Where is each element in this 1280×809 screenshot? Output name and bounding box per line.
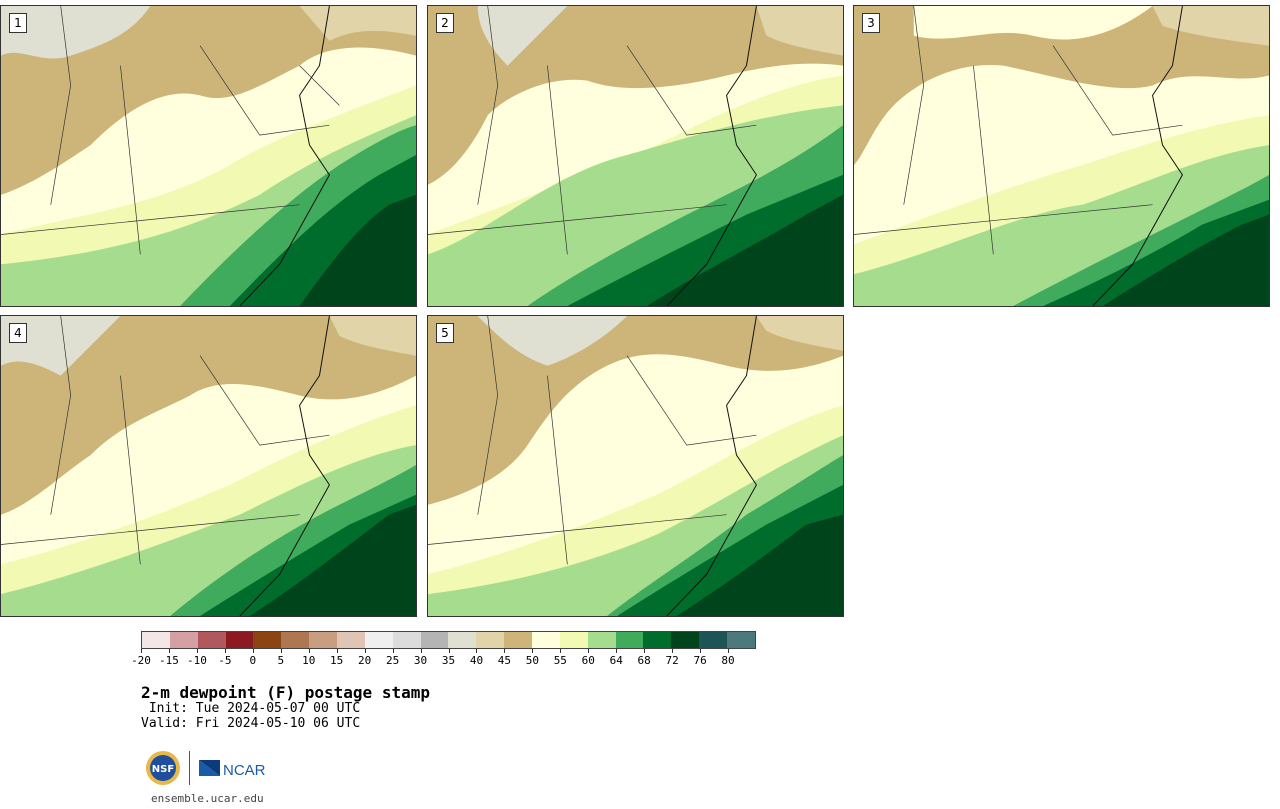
tick-label: 10	[302, 654, 316, 667]
chart-title: 2-m dewpoint (F) postage stamp	[141, 683, 430, 702]
tick-label: 25	[385, 654, 400, 667]
colorbar-swatch	[142, 632, 170, 648]
colorbar-swatch	[364, 632, 393, 648]
tick-label: 76	[693, 654, 707, 667]
panel-number: 4	[9, 323, 27, 343]
tick-label: 55	[553, 654, 567, 667]
colorbar-swatch	[337, 632, 365, 648]
tick-label: 80	[721, 654, 735, 667]
tick-mark	[224, 649, 226, 653]
tick-mark	[588, 649, 590, 653]
colorbar-swatch	[253, 632, 282, 648]
ncar-logo-icon: NCAR	[199, 760, 266, 779]
colorbar-swatch	[169, 632, 198, 648]
tick-mark	[728, 649, 730, 653]
dewpoint-map	[1, 6, 416, 306]
tick-mark	[336, 649, 338, 653]
tick-label: 50	[525, 654, 539, 667]
colorbar-swatch	[392, 632, 421, 648]
tick-mark	[672, 649, 674, 653]
colorbar-swatch	[699, 632, 728, 648]
map-panel-3: 3	[853, 5, 1270, 307]
nsf-logo-icon: NSF	[146, 751, 180, 785]
colorbar-swatch	[476, 632, 505, 648]
dewpoint-map	[428, 316, 843, 616]
tick-label: 64	[609, 654, 623, 667]
tick-mark	[280, 649, 282, 653]
tick-label: 68	[637, 654, 651, 667]
svg-text:NSF: NSF	[152, 764, 174, 775]
colorbar-swatch	[615, 632, 644, 648]
dewpoint-map	[854, 6, 1269, 306]
valid-time: Valid: Fri 2024-05-10 06 UTC	[141, 716, 361, 731]
tick-label: 72	[665, 654, 679, 667]
colorbar-swatch	[671, 632, 700, 648]
tick-label: -5	[218, 654, 232, 667]
tick-label: 0	[249, 654, 257, 667]
map-panel-4: 4	[0, 315, 417, 617]
panel-number: 3	[862, 13, 880, 33]
tick-mark	[504, 649, 506, 653]
tick-label: 60	[581, 654, 595, 667]
colorbar-swatch	[727, 632, 755, 648]
tick-mark	[700, 649, 702, 653]
colorbar-swatch	[420, 632, 449, 648]
map-panel-5: 5	[427, 315, 844, 617]
tick-label: -10	[186, 654, 207, 667]
tick-label: 45	[497, 654, 512, 667]
dewpoint-map	[1, 316, 416, 616]
colorbar-swatch	[448, 632, 477, 648]
tick-label: -15	[159, 654, 179, 667]
tick-mark	[616, 649, 618, 653]
colorbar-swatch	[504, 632, 533, 648]
colorbar-ticks: -20 -15 -10 -5 0 5 10 15 20 25 30 35 40 45 50 55 60 64 68 7…	[131, 649, 756, 669]
logo-divider	[189, 751, 190, 785]
logos: NSF NCAR	[145, 750, 272, 786]
panel-number: 1	[9, 13, 27, 33]
colorbar-swatch	[225, 632, 254, 648]
colorbar-swatch	[309, 632, 338, 648]
tick-mark	[476, 649, 478, 653]
tick-mark	[308, 649, 310, 653]
map-panel-1: 1	[0, 5, 417, 307]
tick-mark	[392, 649, 394, 653]
tick-label: 40	[469, 654, 484, 667]
tick-mark	[560, 649, 562, 653]
tick-mark	[168, 649, 170, 653]
colorbar-swatch	[643, 632, 672, 648]
tick-mark	[448, 649, 450, 653]
map-panel-2: 2	[427, 5, 844, 307]
tick-mark	[252, 649, 254, 653]
tick-mark	[141, 649, 142, 653]
tick-mark	[532, 649, 534, 653]
tick-mark	[420, 649, 422, 653]
colorbar-swatch	[587, 632, 616, 648]
tick-mark	[644, 649, 646, 653]
dewpoint-map	[428, 6, 843, 306]
website-text: ensemble.ucar.edu	[151, 792, 264, 805]
svg-text:NCAR: NCAR	[223, 762, 266, 779]
tick-label: 20	[358, 654, 372, 667]
tick-label: 5	[277, 654, 285, 667]
colorbar-swatch	[197, 632, 226, 648]
tick-mark	[364, 649, 366, 653]
init-time: Init: Tue 2024-05-07 00 UTC	[141, 701, 361, 716]
tick-label: 15	[330, 654, 344, 667]
colorbar-swatch	[559, 632, 588, 648]
panel-number: 5	[436, 323, 454, 343]
colorbar	[141, 631, 756, 649]
panel-number: 2	[436, 13, 454, 33]
colorbar-swatch	[281, 632, 310, 648]
tick-mark	[196, 649, 198, 653]
tick-label: 30	[413, 654, 428, 667]
colorbar-swatch	[532, 632, 560, 648]
tick-label: -20	[131, 654, 151, 667]
tick-label: 35	[441, 654, 456, 667]
